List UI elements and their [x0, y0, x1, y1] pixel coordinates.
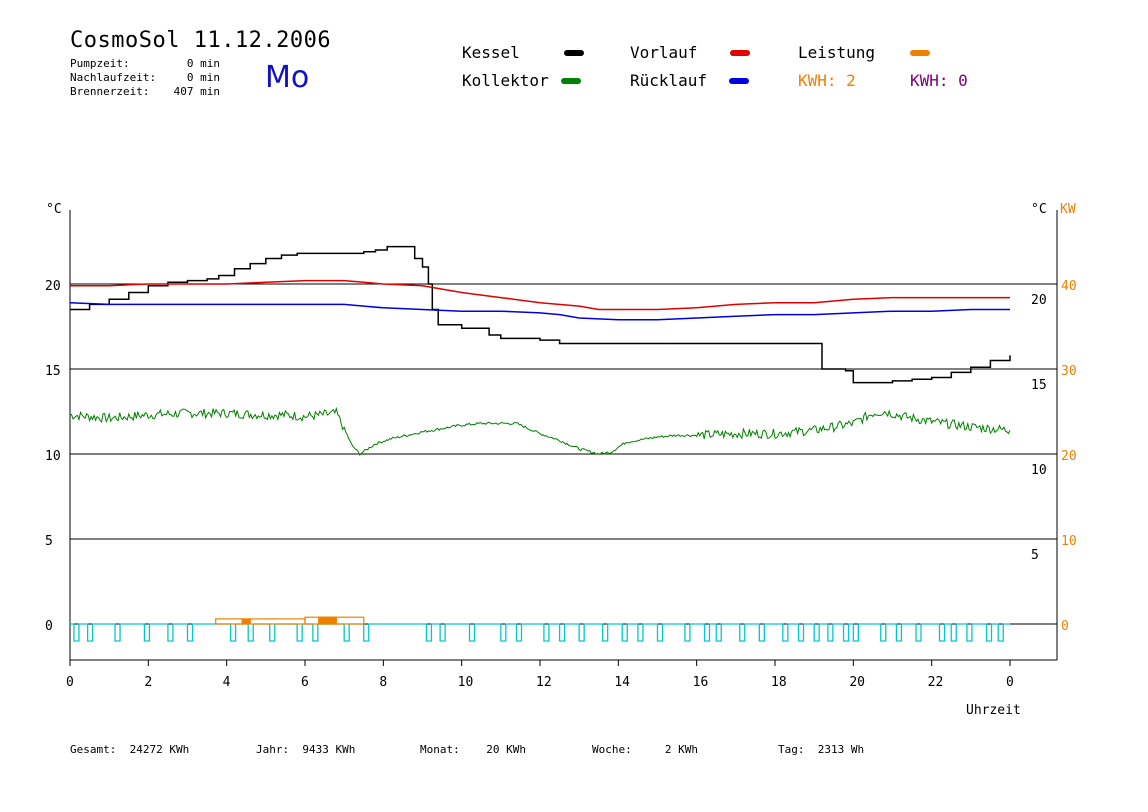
x-tick-label: 0 — [66, 675, 74, 690]
stat-value: 0 min — [186, 71, 220, 84]
stat-pumpzeit: Pumpzeit: 0 min — [70, 57, 220, 71]
legend-kessel: Kessel — [462, 43, 584, 62]
y-tick-label-power: 0 — [1061, 619, 1069, 634]
power-bar — [318, 616, 337, 625]
stat-label: Brennerzeit: — [70, 85, 150, 98]
stat-label: Pumpzeit: — [70, 57, 130, 70]
legend-vorlauf: Vorlauf — [630, 43, 751, 62]
series-line-vorlauf — [70, 279, 1010, 311]
legend-label: Leistung — [798, 43, 876, 62]
x-tick-label: 2 — [144, 675, 152, 690]
weekday-label: Mo — [265, 60, 310, 95]
x-tick-label: 18 — [771, 675, 787, 690]
page-title: CosmoSol 11.12.2006 — [70, 28, 332, 53]
y-unit-right: °C — [1031, 202, 1047, 217]
legend-swatch-kollektor — [560, 77, 581, 84]
power-bar — [215, 618, 243, 625]
y-tick-label-left: 20 — [45, 279, 61, 294]
legend-leistung: Leistung — [798, 43, 931, 62]
x-tick-label: 10 — [458, 675, 474, 690]
y-tick-label-right: 10 — [1031, 463, 1047, 478]
x-tick-label: 4 — [223, 675, 231, 690]
series-line-kollektor — [69, 406, 1011, 457]
x-tick-label: 8 — [379, 675, 387, 690]
y-tick-label-right: 15 — [1031, 378, 1047, 393]
stat-value: 0 min — [186, 57, 220, 70]
legend-swatch-kessel — [563, 49, 584, 56]
y-tick-label-left: 0 — [45, 619, 53, 634]
legend-label: Kessel — [462, 43, 520, 62]
footer-monat: Monat: 20 KWh — [420, 743, 526, 756]
y-tick-label-right: 5 — [1031, 548, 1039, 563]
stats-block: Pumpzeit: 0 min Nachlaufzeit: 0 min Bren… — [70, 57, 220, 99]
legend-kollektor: Kollektor — [462, 71, 581, 90]
legend-label: Vorlauf — [630, 43, 698, 62]
stat-value: 407 min — [173, 85, 220, 98]
y-tick-label-power: 40 — [1061, 279, 1077, 294]
series-line-rcklauf — [69, 301, 1010, 321]
x-axis-title: Uhrzeit — [966, 703, 1021, 718]
legend-label: Kollektor — [462, 71, 549, 90]
footer-jahr: Jahr: 9433 KWh — [256, 743, 356, 756]
y-tick-label-power: 30 — [1061, 364, 1077, 379]
legend-swatch-ruecklauf — [729, 77, 750, 84]
kwh-secondary: KWH: 0 — [910, 71, 968, 90]
x-tick-label: 14 — [614, 675, 630, 690]
footer-tag: Tag: 2313 Wh — [778, 743, 865, 756]
y-tick-label-power: 20 — [1061, 449, 1077, 464]
stat-brennerzeit: Brennerzeit: 407 min — [70, 85, 220, 99]
y-tick-label-left: 5 — [45, 534, 53, 549]
stat-label: Nachlaufzeit: — [70, 71, 157, 84]
x-tick-label: 0 — [1006, 675, 1014, 690]
x-tick-label: 20 — [849, 675, 865, 690]
x-tick-label: 12 — [536, 675, 552, 690]
footer-woche: Woche: 2 KWh — [592, 743, 698, 756]
x-tick-label: 16 — [693, 675, 709, 690]
series-line-kessel — [70, 245, 1011, 384]
y-tick-label-right: 20 — [1031, 293, 1047, 308]
legend-label: Rücklauf — [630, 71, 708, 90]
y-tick-label-left: 10 — [45, 449, 61, 464]
x-tick-label: 6 — [301, 675, 309, 690]
pump-signal-line — [70, 623, 1010, 642]
y-unit-left: °C — [46, 202, 62, 217]
x-tick-label: 22 — [928, 675, 944, 690]
legend-swatch-leistung — [910, 49, 931, 56]
legend-ruecklauf: Rücklauf — [630, 71, 750, 90]
power-bar — [241, 618, 251, 625]
stat-nachlaufzeit: Nachlaufzeit: 0 min — [70, 71, 220, 85]
power-bar — [249, 618, 306, 625]
kwh-solar: KWH: 2 — [798, 71, 856, 90]
footer-gesamt: Gesamt: 24272 KWh — [70, 743, 190, 756]
y-tick-label-power: 10 — [1061, 534, 1077, 549]
y-tick-label-left: 15 — [45, 364, 61, 379]
y-unit-power: KW — [1060, 202, 1076, 217]
legend-swatch-vorlauf — [730, 49, 751, 56]
